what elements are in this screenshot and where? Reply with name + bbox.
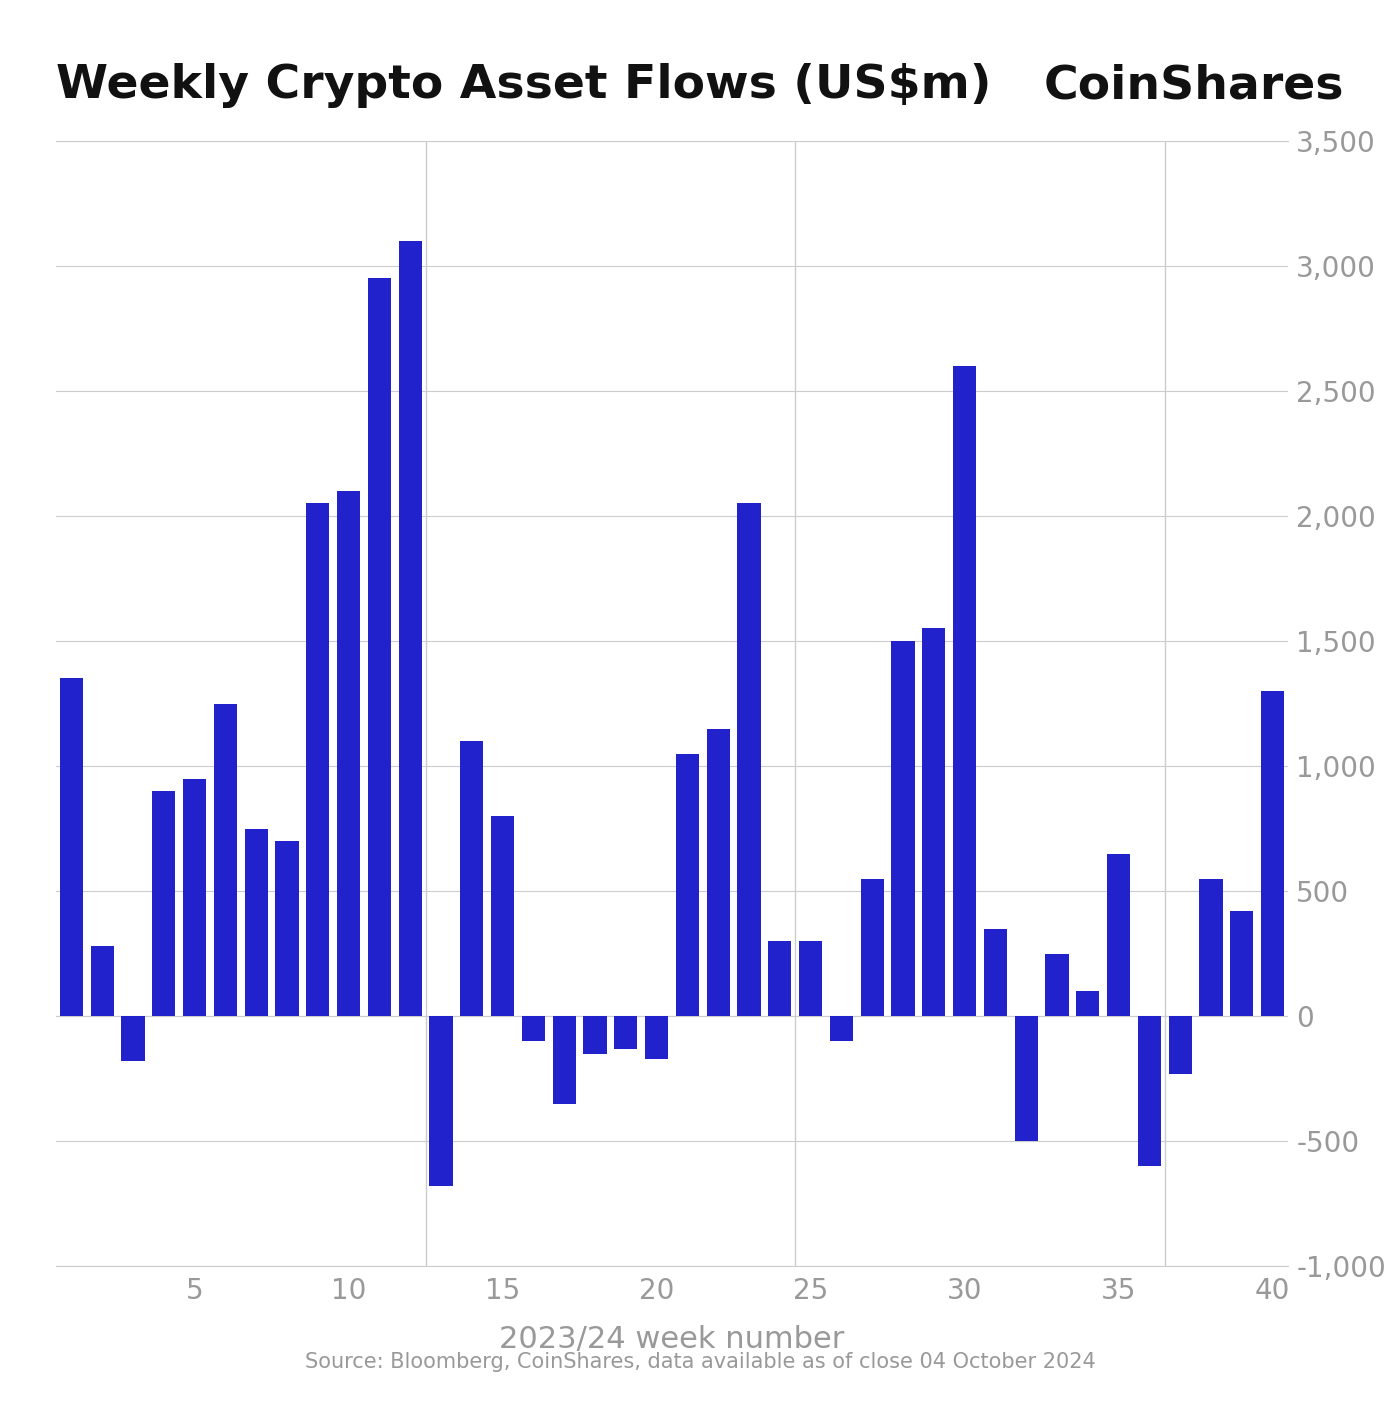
Bar (522, 1016, 545, 1041)
Bar (1200, 878, 1222, 1016)
Bar (799, 941, 822, 1016)
Bar (984, 929, 1007, 1016)
Bar (461, 741, 483, 1016)
Bar (1015, 1016, 1037, 1141)
Bar (615, 1016, 637, 1048)
Bar (122, 1016, 144, 1061)
Bar (245, 829, 267, 1016)
Bar (91, 946, 113, 1016)
Bar (214, 704, 237, 1016)
Bar (584, 1016, 606, 1054)
Bar (337, 491, 360, 1016)
Bar (399, 241, 421, 1016)
Bar (953, 366, 976, 1016)
Text: Source: Bloomberg, CoinShares, data available as of close 04 October 2024: Source: Bloomberg, CoinShares, data avai… (305, 1352, 1095, 1372)
Bar (769, 941, 791, 1016)
Bar (276, 841, 298, 1016)
Bar (645, 1016, 668, 1058)
Text: CoinShares: CoinShares (1043, 63, 1344, 108)
Bar (307, 504, 329, 1016)
Bar (553, 1016, 575, 1103)
Bar (153, 791, 175, 1016)
Bar (183, 778, 206, 1016)
Bar (368, 279, 391, 1016)
Bar (491, 816, 514, 1016)
Bar (707, 729, 729, 1016)
Bar (430, 1016, 452, 1186)
Bar (923, 629, 945, 1016)
Bar (1046, 954, 1068, 1016)
Bar (1231, 912, 1253, 1016)
Bar (1169, 1016, 1191, 1074)
Bar (60, 678, 83, 1016)
Bar (830, 1016, 853, 1041)
Bar (1138, 1016, 1161, 1166)
Bar (1077, 991, 1099, 1016)
Bar (676, 754, 699, 1016)
Text: Weekly Crypto Asset Flows (US$m): Weekly Crypto Asset Flows (US$m) (56, 63, 991, 108)
X-axis label: 2023/24 week number: 2023/24 week number (500, 1325, 844, 1354)
Bar (1261, 691, 1284, 1016)
Bar (1107, 854, 1130, 1016)
Bar (892, 642, 914, 1016)
Bar (861, 878, 883, 1016)
Bar (738, 504, 760, 1016)
